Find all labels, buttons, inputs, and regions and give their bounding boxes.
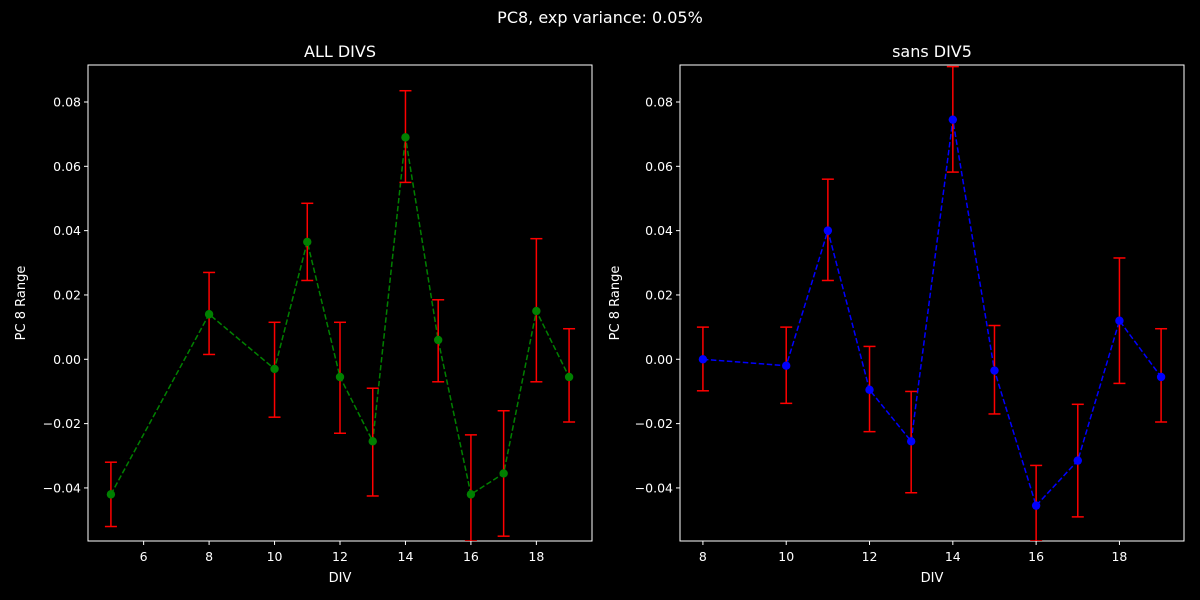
y-axis-label: PC 8 Range (14, 266, 29, 341)
x-tick-label: 10 (267, 549, 283, 564)
data-point (433, 335, 443, 345)
data-point (906, 437, 916, 446)
y-tick-label: 0.08 (53, 94, 81, 109)
x-tick-label: 16 (1028, 549, 1044, 564)
data-point (782, 361, 791, 370)
y-axis-label: PC 8 Range (608, 266, 623, 341)
y-tick-label: 0.06 (645, 159, 673, 174)
y-tick-label: 0.02 (53, 287, 81, 302)
data-point (303, 237, 312, 247)
x-tick-label: 14 (398, 549, 414, 564)
y-tick-label: 0.02 (645, 287, 673, 302)
y-tick-label: 0.04 (53, 223, 81, 238)
data-point (532, 306, 541, 316)
y-tick-label: 0.06 (53, 159, 81, 174)
data-point (368, 437, 377, 446)
data-point (1031, 501, 1041, 510)
panel-title: sans DIV5 (892, 42, 972, 61)
data-point (865, 385, 874, 395)
plot-area (104, 89, 576, 541)
panel-sans-div5: sans DIV5 DIV PC 8 Range 8 10 12 14 16 18 −0.0… (608, 42, 1185, 586)
x-tick-label: 16 (463, 549, 479, 564)
x-tick-label: 8 (699, 549, 707, 564)
series-line (110, 137, 570, 496)
x-tick-label: 10 (778, 549, 794, 564)
plot-area (696, 65, 1168, 541)
x-tick-label: 12 (862, 549, 878, 564)
data-point (466, 490, 476, 499)
y-tick-label: 0.08 (645, 94, 673, 109)
data-point (1115, 316, 1124, 325)
data-point (401, 133, 410, 142)
x-axis-label: DIV (329, 571, 352, 586)
y-tick-label: 0.04 (645, 223, 673, 238)
y-tick-label: −0.02 (43, 416, 81, 431)
series-line (702, 119, 1162, 508)
data-point (698, 355, 708, 364)
data-point (335, 372, 345, 382)
figure-suptitle: PC8, exp variance: 0.05% (497, 8, 703, 27)
panel-all-divs: ALL DIVS DIV PC 8 Range 6 8 10 12 14 16 18 −0.0… (14, 42, 593, 586)
x-tick-label: 6 (140, 549, 148, 564)
x-tick-label: 18 (1111, 549, 1127, 564)
y-tick-label: 0.00 (53, 352, 81, 367)
data-point (270, 364, 279, 374)
x-axis-label: DIV (921, 571, 944, 586)
x-tick-label: 8 (205, 549, 213, 564)
data-point (106, 490, 116, 499)
data-point (1073, 456, 1082, 465)
axes-frame (679, 64, 1185, 542)
y-tick-label: −0.02 (635, 416, 673, 431)
x-tick-label: 14 (945, 549, 961, 564)
data-point (948, 115, 958, 124)
data-point (1156, 372, 1166, 382)
x-tick-label: 12 (332, 549, 348, 564)
axes-frame (87, 64, 593, 542)
data-point (564, 372, 574, 382)
data-point (990, 366, 999, 375)
x-tick-label: 18 (528, 549, 544, 564)
data-point (499, 469, 508, 478)
y-tick-label: 0.00 (645, 352, 673, 367)
data-point (204, 310, 214, 319)
panel-title: ALL DIVS (304, 42, 376, 61)
data-point (823, 226, 833, 235)
y-tick-label: −0.04 (43, 480, 81, 495)
y-tick-label: −0.04 (635, 480, 673, 495)
